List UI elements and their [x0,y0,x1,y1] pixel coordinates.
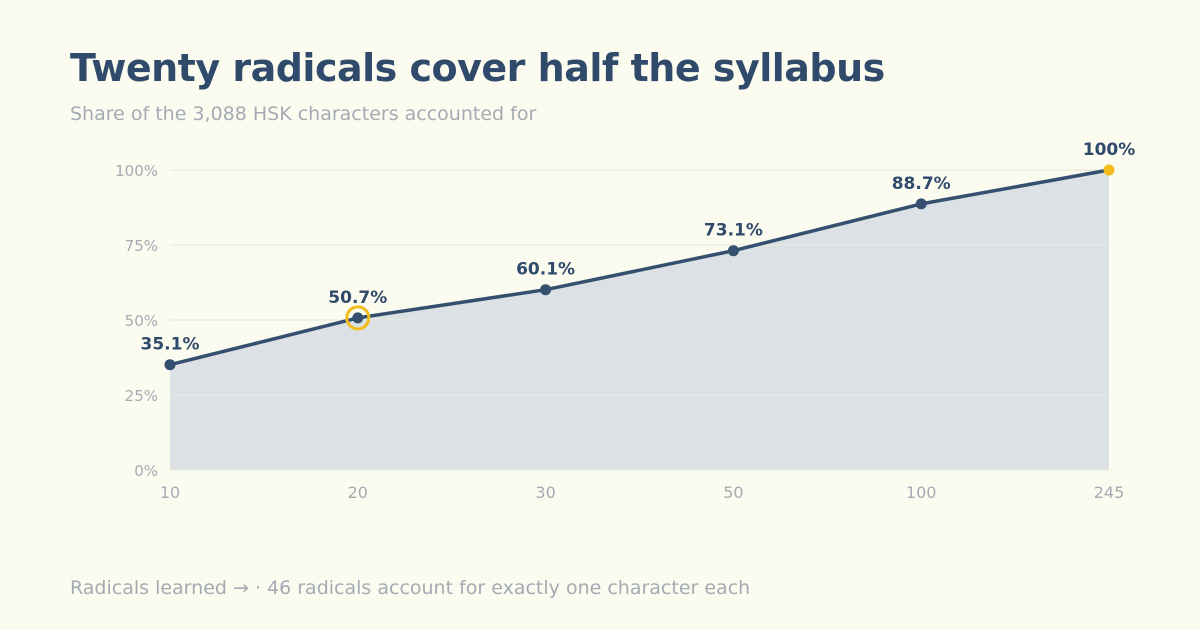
y-tick-label: 75% [125,237,158,255]
y-tick-label: 0% [134,462,158,480]
x-tick-label: 10 [160,483,180,502]
data-label: 100% [1083,140,1136,160]
data-point [164,359,176,371]
y-tick-label: 100% [115,162,158,180]
series-line [168,168,1111,367]
x-tick-label: 20 [348,483,368,502]
x-tick-label: 50 [723,483,743,502]
data-point [540,284,552,296]
data-label: 50.7% [328,288,387,308]
y-tick-label: 50% [125,312,158,330]
chart-title: Twenty radicals cover half the syllabus [70,46,885,90]
x-tick-label: 245 [1094,483,1125,502]
data-label: 73.1% [704,221,763,241]
data-point [1103,164,1115,176]
data-point [352,312,364,324]
highlight-ring [345,305,371,331]
x-tick-label: 100 [906,483,937,502]
data-label: 35.1% [141,335,200,355]
data-label: 88.7% [892,174,951,194]
y-tick-label: 25% [125,387,158,405]
data-point [727,245,739,257]
chart-footer: Radicals learned → · 46 radicals account… [70,577,751,599]
data-label: 60.1% [516,260,575,280]
x-tick-label: 30 [535,483,555,502]
data-point [915,198,927,210]
chart-subtitle: Share of the 3,088 HSK characters accoun… [70,103,537,125]
